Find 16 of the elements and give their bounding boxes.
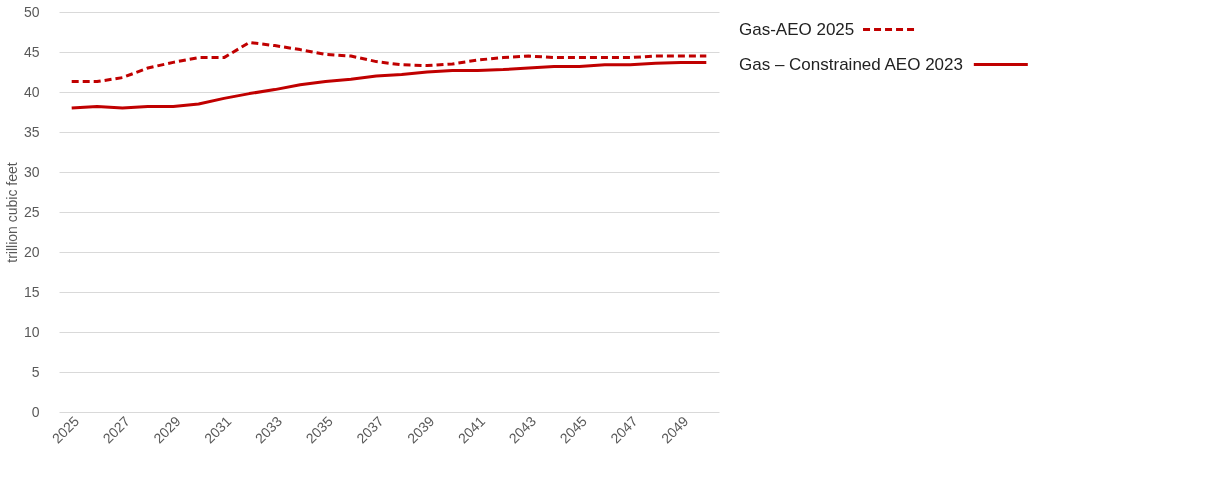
y-tick-label: 20 xyxy=(23,243,40,260)
y-tick-label: 5 xyxy=(31,363,40,380)
y-tick-label: 40 xyxy=(23,83,40,100)
legend-label: Gas-AEO 2025 xyxy=(739,19,855,39)
y-tick-label: 50 xyxy=(23,3,40,20)
y-tick-label: 0 xyxy=(31,403,40,420)
y-tick-label: 15 xyxy=(23,283,40,300)
y-tick-label: 25 xyxy=(23,203,40,220)
y-axis-title: trillion cubic feet xyxy=(3,162,20,263)
line-series xyxy=(70,60,708,110)
legend-label: Gas – Constrained AEO 2023 xyxy=(739,54,963,74)
y-tick-label: 45 xyxy=(23,43,40,60)
y-tick-label: 35 xyxy=(23,123,40,140)
line-series xyxy=(70,40,708,84)
y-tick-label: 30 xyxy=(23,163,40,180)
y-tick-label: 10 xyxy=(23,323,40,340)
